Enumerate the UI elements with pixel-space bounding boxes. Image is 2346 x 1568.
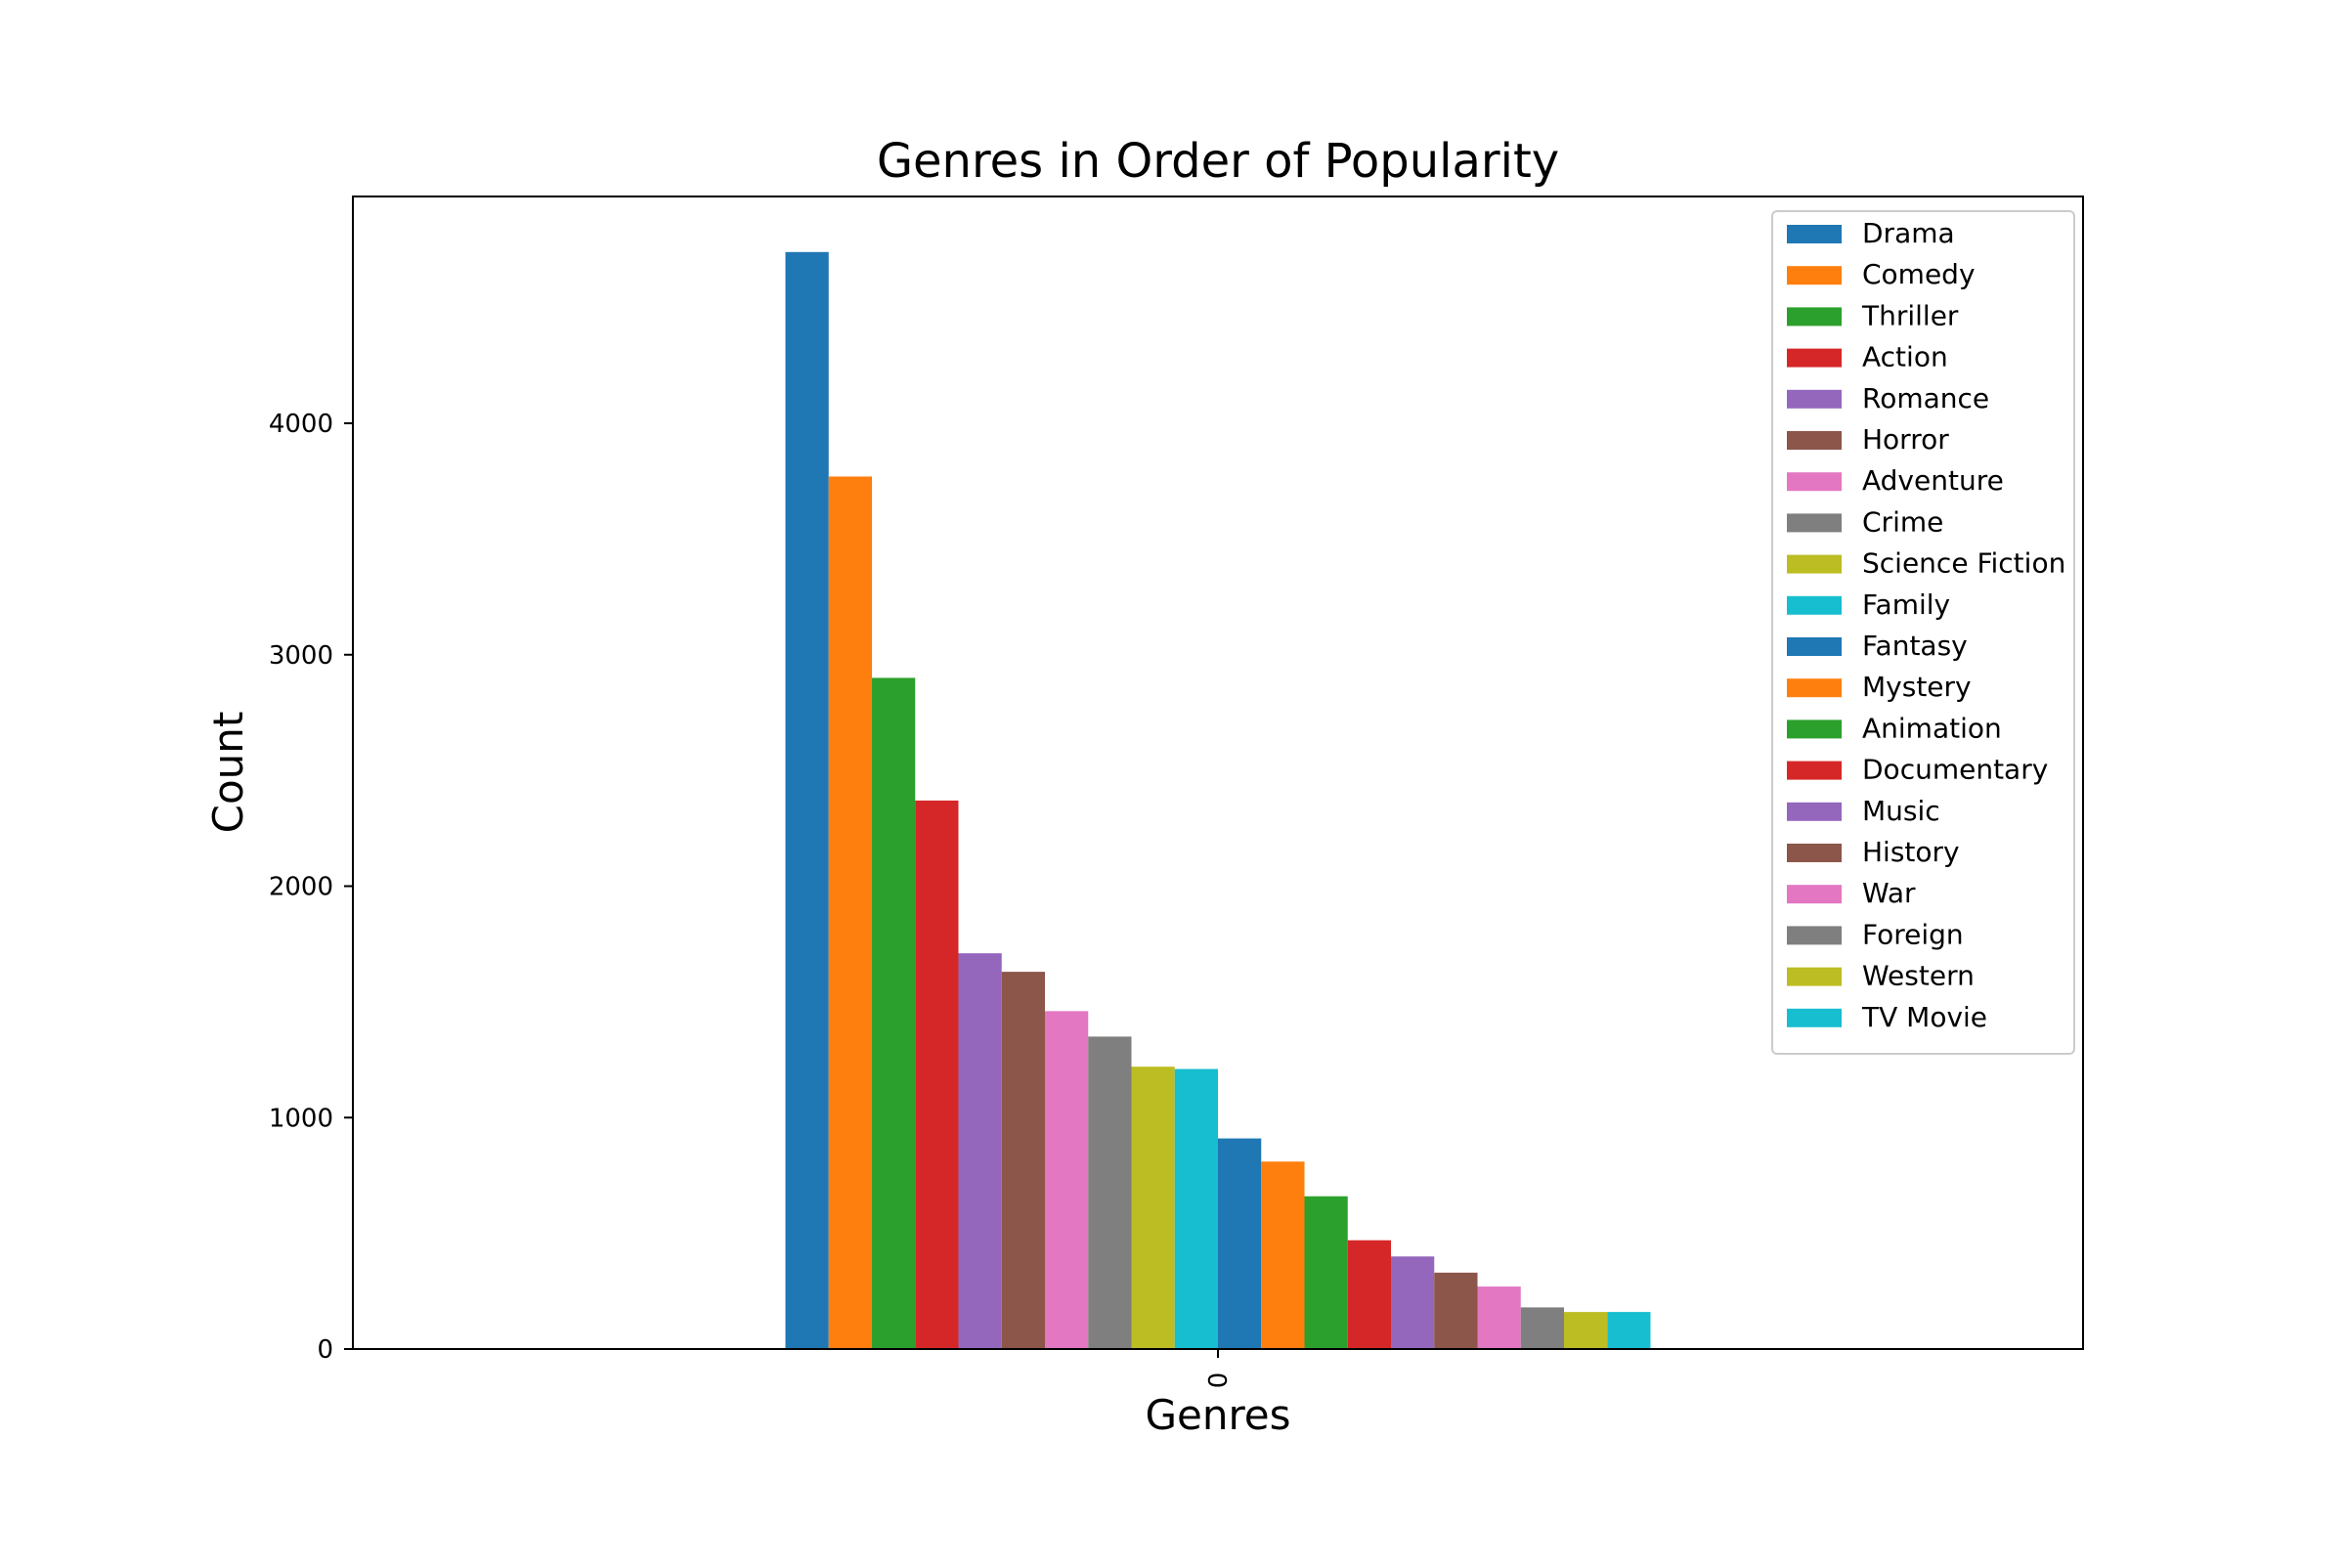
- bar-war: [1477, 1286, 1521, 1349]
- bar-drama: [785, 251, 829, 1349]
- legend-label: Action: [1862, 341, 1948, 373]
- legend-label: Drama: [1862, 217, 1955, 249]
- legend-swatch: [1787, 389, 1842, 409]
- chart-title: Genres in Order of Popularity: [877, 134, 1559, 189]
- legend-label: Science Fiction: [1862, 547, 2065, 580]
- legend-swatch: [1787, 967, 1842, 986]
- legend-swatch: [1787, 431, 1842, 450]
- legend-label: Mystery: [1862, 671, 1972, 703]
- bar-documentary: [1347, 1240, 1391, 1349]
- legend-swatch: [1787, 595, 1842, 615]
- bar-thriller: [872, 677, 916, 1349]
- legend-swatch: [1787, 926, 1842, 945]
- bar-music: [1391, 1256, 1435, 1349]
- legend-swatch: [1787, 348, 1842, 368]
- bar-action: [915, 800, 959, 1349]
- legend-swatch: [1787, 307, 1842, 327]
- bar-fantasy: [1218, 1138, 1262, 1349]
- legend-label: Music: [1862, 795, 1940, 827]
- legend-swatch: [1787, 719, 1842, 739]
- legend-label: History: [1862, 836, 1960, 868]
- bar-western: [1564, 1312, 1608, 1349]
- legend-swatch: [1787, 637, 1842, 656]
- bar-tv-movie: [1607, 1312, 1651, 1349]
- y-tick-label: 4000: [269, 410, 333, 439]
- bar-history: [1434, 1272, 1478, 1349]
- legend-label: Romance: [1862, 382, 1989, 414]
- x-tick-label: 0: [1204, 1372, 1234, 1389]
- bar-animation: [1304, 1196, 1348, 1349]
- bar-foreign: [1520, 1307, 1564, 1349]
- bar-comedy: [828, 476, 872, 1350]
- bar-crime: [1088, 1036, 1132, 1349]
- legend-label: Animation: [1862, 712, 2002, 744]
- x-axis: 0: [1204, 1349, 1234, 1388]
- legend-swatch: [1787, 472, 1842, 492]
- y-tick-label: 1000: [269, 1104, 333, 1133]
- y-tick-label: 0: [317, 1335, 333, 1365]
- legend-swatch: [1787, 678, 1842, 698]
- legend-label: Western: [1862, 960, 1975, 992]
- legend-swatch: [1787, 513, 1842, 533]
- legend-label: Foreign: [1862, 918, 1964, 950]
- bars-layer: [785, 251, 1651, 1350]
- y-tick-label: 3000: [269, 641, 333, 671]
- bar-science-fiction: [1131, 1067, 1175, 1349]
- legend-label: Crime: [1862, 505, 1943, 538]
- legend-label: TV Movie: [1861, 1001, 1987, 1033]
- bar-adventure: [1045, 1011, 1089, 1349]
- y-axis: 0 1000 2000 3000 4000: [269, 410, 353, 1365]
- legend-swatch: [1787, 554, 1842, 574]
- legend-swatch: [1787, 802, 1842, 821]
- legend-swatch: [1787, 266, 1842, 285]
- bar-family: [1174, 1068, 1218, 1349]
- legend-label: War: [1862, 877, 1916, 909]
- legend-label: Family: [1862, 588, 1950, 621]
- legend-swatch: [1787, 1008, 1842, 1027]
- legend-box: [1771, 210, 2075, 1055]
- bar-horror: [1001, 972, 1045, 1349]
- y-tick-label: 2000: [269, 873, 333, 902]
- legend-swatch: [1787, 761, 1842, 780]
- legend-label: Fantasy: [1862, 630, 1968, 662]
- y-axis-label: Count: [204, 712, 252, 834]
- legend-label: Adventure: [1862, 464, 2004, 497]
- legend-swatch: [1787, 225, 1842, 243]
- legend-label: Comedy: [1862, 258, 1976, 290]
- legend-swatch: [1787, 885, 1842, 904]
- x-axis-label: Genres: [1145, 1391, 1290, 1439]
- bar-romance: [958, 953, 1002, 1349]
- legend-label: Horror: [1862, 423, 1949, 456]
- legend-label: Documentary: [1862, 754, 2048, 786]
- legend: Drama Comedy Thriller Action Romance Horror Ad…: [1771, 210, 2075, 1055]
- bar-mystery: [1261, 1161, 1305, 1349]
- legend-label: Thriller: [1861, 299, 1959, 331]
- legend-swatch: [1787, 844, 1842, 862]
